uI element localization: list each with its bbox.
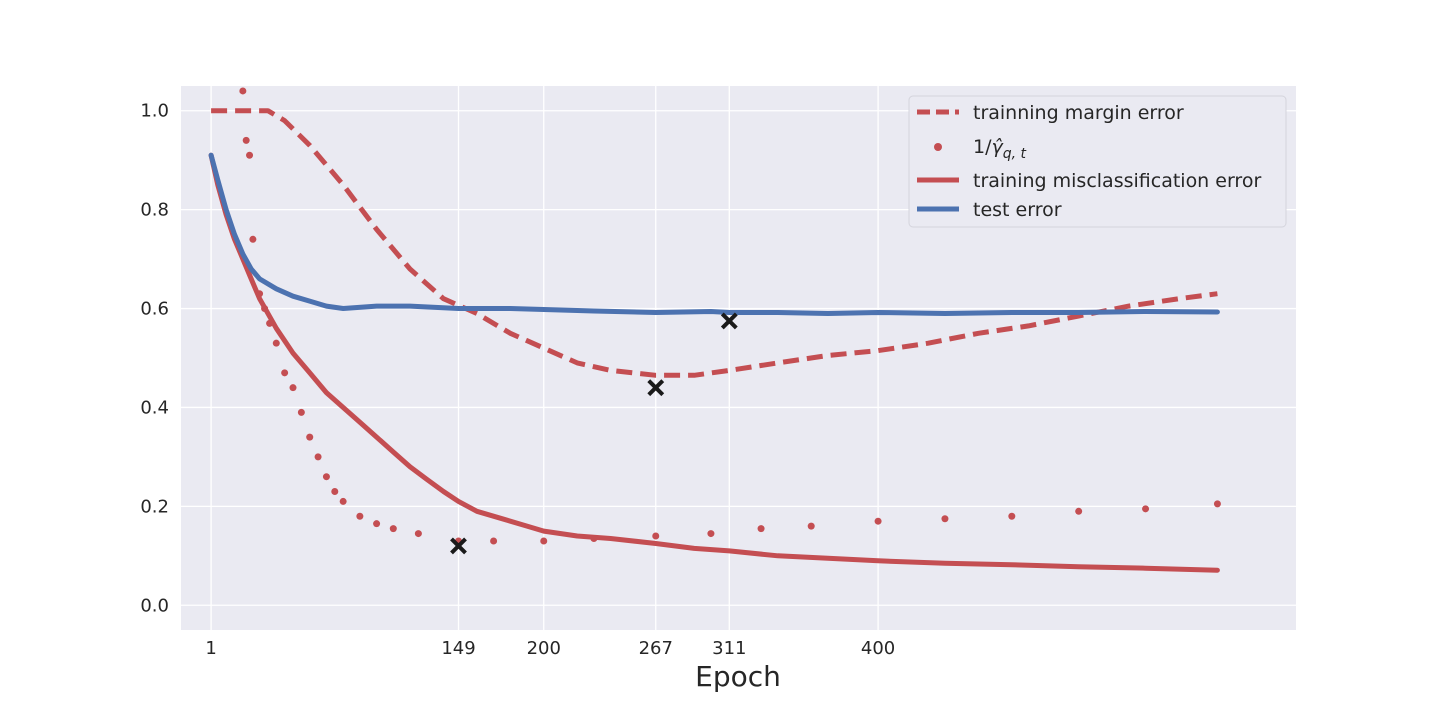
data-point — [322, 473, 330, 481]
data-point — [339, 497, 347, 505]
x-tick-label: 400 — [861, 638, 895, 659]
y-tick-label: 0.8 — [140, 200, 169, 221]
series-test-error — [208, 152, 1220, 316]
y-tick-label: 0.2 — [140, 496, 169, 517]
y-tick-label: 0.6 — [140, 299, 169, 320]
x-tick-label: 149 — [441, 638, 475, 659]
marker-group — [450, 312, 738, 555]
data-point — [1075, 507, 1083, 515]
data-point — [272, 339, 280, 347]
data-point — [331, 488, 339, 496]
data-point — [356, 512, 364, 520]
x-marker — [720, 312, 738, 330]
legend-label-margin-error: trainning margin error — [973, 102, 1184, 124]
data-point — [707, 530, 715, 538]
data-point — [314, 453, 322, 461]
legend: trainning margin error 1/γ̂q, t training… — [908, 95, 1287, 228]
tick-labels: 1 149 200 267 311 400 0.0 0.2 0.4 0.6 0.8 1.0 — [140, 101, 895, 659]
data-point — [249, 235, 257, 243]
data-point — [874, 517, 882, 525]
data-point — [373, 520, 381, 528]
data-point — [1008, 512, 1016, 520]
data-point — [757, 525, 765, 533]
x-tick-label: 311 — [712, 638, 746, 659]
series-group — [208, 87, 1221, 573]
y-tick-label: 1.0 — [140, 101, 169, 122]
legend-box — [908, 95, 1287, 228]
data-point — [246, 151, 254, 159]
series-training-misclassification-error — [208, 152, 1220, 573]
data-point — [941, 515, 949, 523]
legend-label-test-error: test error — [973, 199, 1062, 221]
data-point — [389, 525, 397, 533]
x-tick-label: 1 — [205, 638, 216, 659]
data-point — [289, 384, 297, 392]
data-point — [297, 408, 305, 416]
data-point — [652, 532, 660, 540]
x-marker — [450, 537, 467, 555]
data-point — [239, 87, 247, 95]
data-point — [1142, 505, 1150, 513]
legend-label-gamma: 1/γ̂q, t — [973, 136, 1027, 162]
data-point — [490, 537, 498, 545]
legend-label-misclassification: training misclassification error — [973, 170, 1261, 192]
x-axis-title: Epoch — [695, 660, 781, 693]
data-point — [306, 433, 314, 441]
series-trainning-margin-error — [211, 108, 1218, 378]
data-point — [1213, 500, 1221, 508]
data-point — [242, 136, 250, 144]
x-marker — [647, 379, 665, 397]
data-point — [414, 530, 422, 538]
y-tick-label: 0.0 — [140, 595, 169, 616]
legend-swatch-gamma — [934, 143, 942, 151]
x-tick-label: 200 — [527, 638, 561, 659]
data-point — [807, 522, 815, 530]
data-point — [540, 537, 548, 545]
data-point — [281, 369, 289, 377]
y-tick-label: 0.4 — [140, 397, 169, 418]
x-tick-label: 267 — [639, 638, 673, 659]
